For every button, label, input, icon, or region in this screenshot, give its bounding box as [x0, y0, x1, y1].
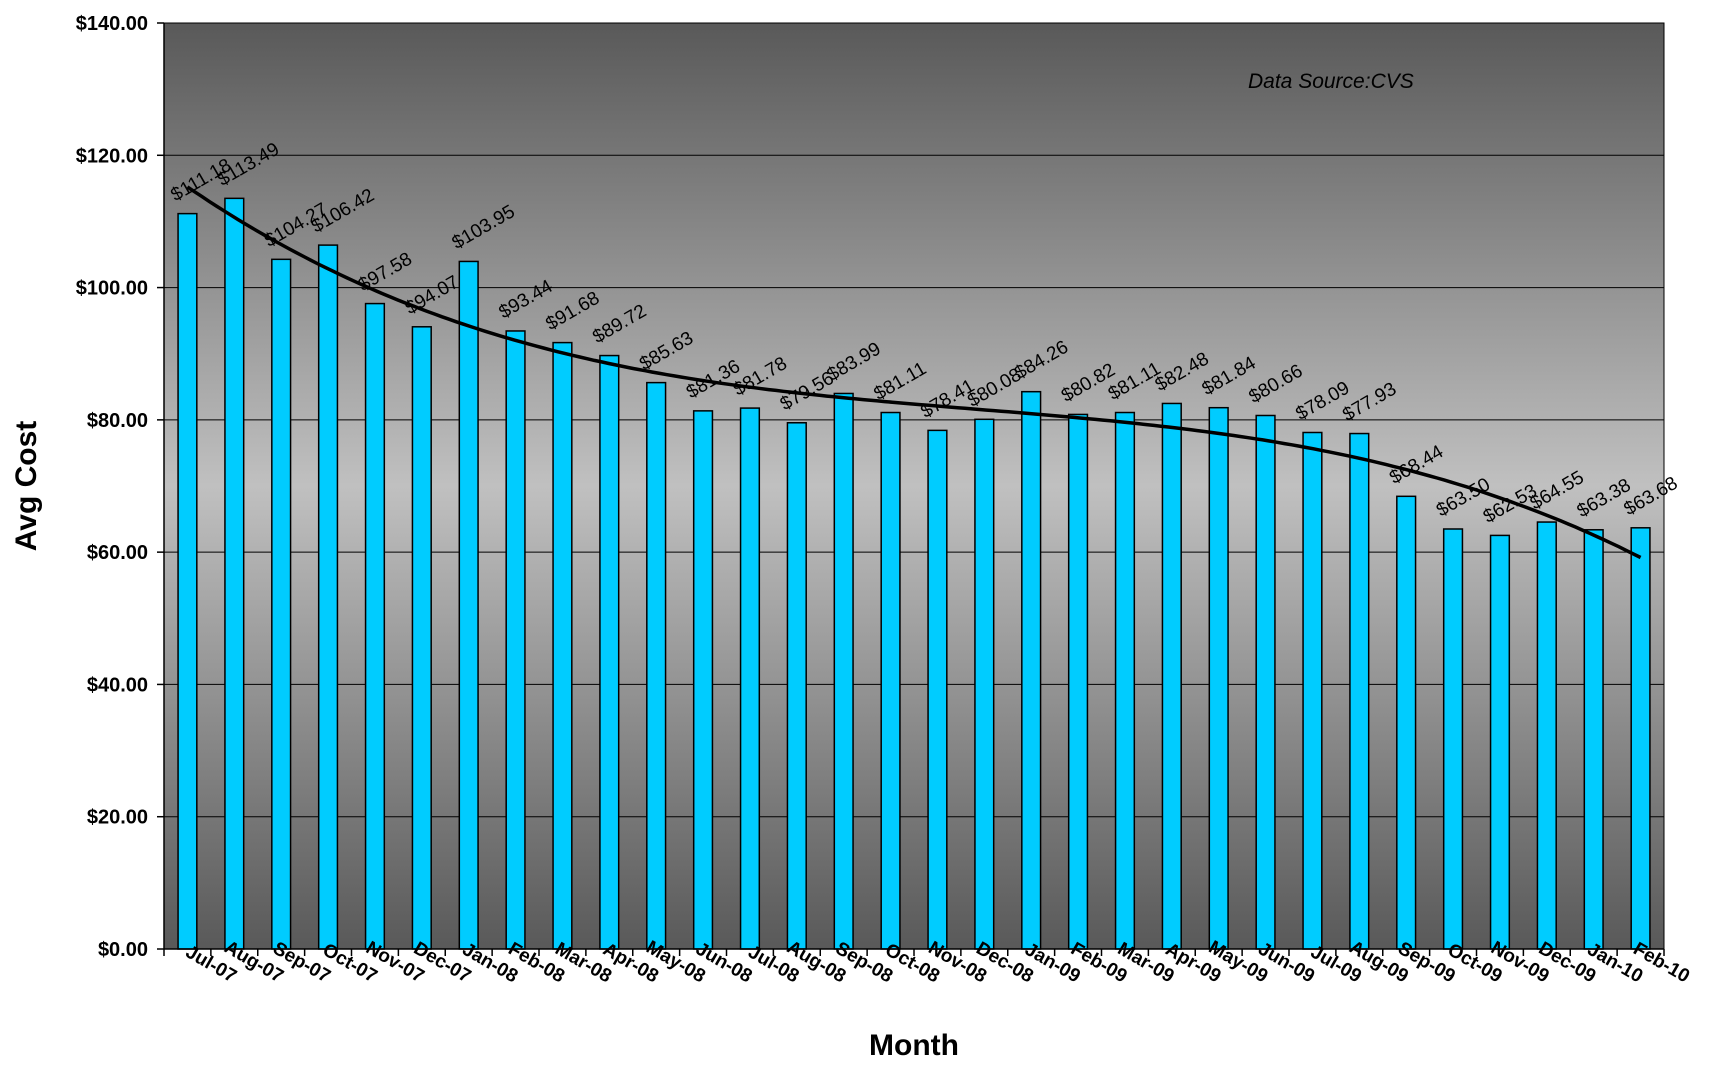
bar	[599, 354, 620, 950]
x-axis-title: Month	[869, 1029, 959, 1062]
bar	[833, 392, 854, 950]
bar	[552, 341, 573, 950]
y-tick-label: $20.00	[87, 807, 148, 829]
bar	[1396, 495, 1417, 950]
bar-series	[177, 197, 1651, 950]
bar	[786, 422, 807, 950]
bar	[177, 212, 198, 950]
bar	[1021, 390, 1042, 950]
bar	[1208, 406, 1229, 950]
bar	[364, 302, 386, 950]
plot-area	[163, 22, 1665, 950]
bar	[1630, 527, 1651, 950]
y-axis-title: Avg Cost	[10, 421, 43, 552]
y-tick-label: $80.00	[87, 410, 148, 432]
bar	[1161, 402, 1182, 950]
bar	[1067, 413, 1089, 950]
bar	[880, 411, 901, 950]
y-tick-label: $140.00	[76, 13, 148, 35]
y-tick-label: $120.00	[76, 145, 148, 167]
bar	[646, 381, 667, 950]
bar	[317, 244, 339, 950]
bar	[1349, 432, 1370, 950]
bar	[1583, 529, 1604, 950]
bar	[927, 429, 948, 950]
bar	[1255, 414, 1276, 950]
bar	[1302, 431, 1323, 950]
bar	[1114, 411, 1136, 950]
bar	[739, 407, 761, 950]
bar	[692, 410, 714, 950]
y-tick-label: $40.00	[87, 674, 148, 696]
bar	[458, 260, 479, 950]
y-tick-label: $60.00	[87, 542, 148, 564]
y-tick-label: $0.00	[98, 939, 148, 961]
bar	[1489, 534, 1511, 950]
y-tick-label: $100.00	[76, 278, 148, 300]
bar	[271, 258, 292, 950]
bar	[1536, 521, 1557, 950]
trend-line	[186, 185, 1642, 560]
y-axis-ticks: $0.00 $20.00 $40.00 $60.00 $80.00 $100.00 $120…	[76, 13, 164, 961]
bar	[974, 418, 995, 950]
data-source-note: Data Source:CVS	[1248, 70, 1414, 93]
bar	[505, 330, 526, 950]
bar	[1442, 528, 1464, 950]
bar	[224, 197, 245, 950]
bar	[411, 326, 432, 950]
